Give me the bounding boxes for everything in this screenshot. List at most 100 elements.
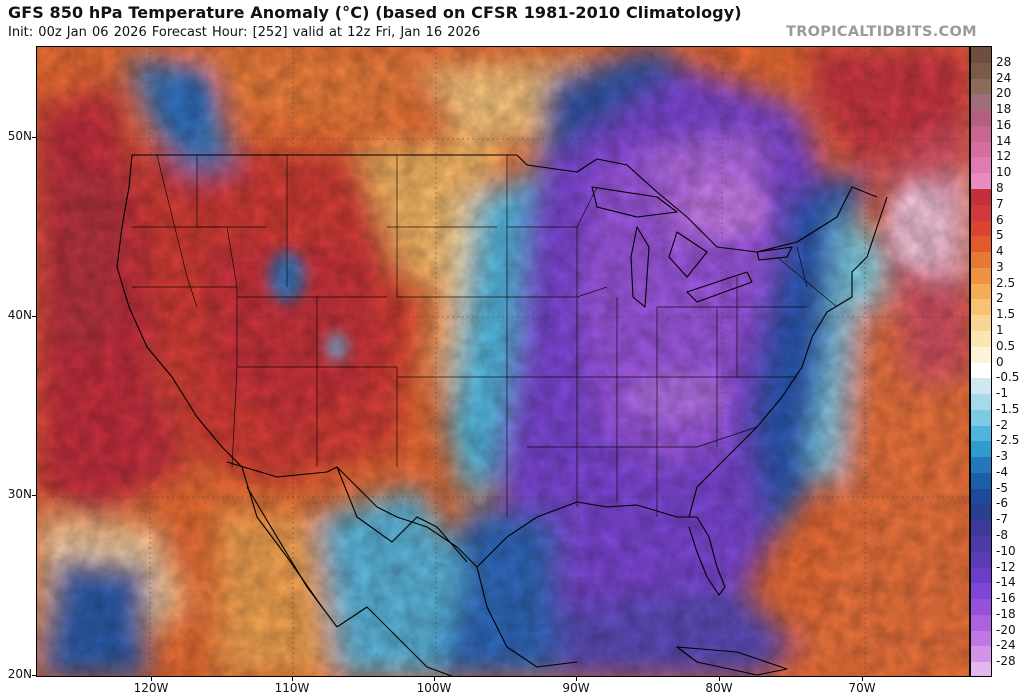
colorbar-label: 1.5 bbox=[996, 307, 1016, 322]
colorbar-label: -4 bbox=[996, 464, 1008, 479]
colorbar-label: -20 bbox=[996, 622, 1016, 637]
lake-huron bbox=[668, 231, 708, 278]
site-credit[interactable]: TROPICALTIDBITS.COM bbox=[786, 24, 977, 40]
atlantic-coastline bbox=[688, 196, 888, 518]
colorbar-label: 2.5 bbox=[996, 275, 1016, 290]
gulf-coastline bbox=[336, 466, 697, 568]
forecast-subtitle: Init: 00z Jan 06 2026 Forecast Hour: [25… bbox=[8, 25, 481, 40]
colorbar-swatch bbox=[971, 551, 991, 569]
colorbar-label: -24 bbox=[996, 638, 1016, 653]
lat-label-30n: 30N bbox=[7, 487, 32, 501]
colorbar-swatch bbox=[971, 536, 991, 553]
colorbar-label: 20 bbox=[996, 86, 1012, 101]
colorbar-swatch bbox=[971, 614, 991, 632]
colorbar-swatch bbox=[971, 157, 991, 174]
geography-lines bbox=[116, 154, 888, 676]
us-mexico-border bbox=[226, 461, 468, 563]
colorbar-swatch bbox=[971, 110, 991, 127]
colorbar-swatch bbox=[971, 520, 991, 537]
lat-tick bbox=[32, 316, 36, 317]
lon-tick bbox=[434, 677, 435, 681]
colorbar-swatch bbox=[971, 141, 991, 158]
colorbar-swatch bbox=[971, 125, 991, 143]
colorbar-swatch bbox=[971, 441, 991, 458]
lon-label-110w: 110W bbox=[274, 681, 310, 695]
colorbar-swatch bbox=[971, 236, 991, 253]
colorbar-swatch bbox=[971, 394, 991, 411]
colorbar-overflow-swatch bbox=[971, 47, 991, 63]
colorbar-label: -12 bbox=[996, 559, 1016, 574]
colorbar-label: 1 bbox=[996, 322, 1004, 337]
map-svg bbox=[37, 47, 969, 676]
mexico-gulf-coast bbox=[476, 566, 578, 668]
colorbar-label: 4 bbox=[996, 244, 1004, 259]
colorbar-swatch bbox=[971, 472, 991, 490]
colorbar-swatch bbox=[971, 662, 991, 676]
colorbar-swatch bbox=[971, 457, 991, 474]
colorbar-swatch bbox=[971, 346, 991, 363]
colorbar-swatch bbox=[971, 267, 991, 285]
colorbar-label: 18 bbox=[996, 102, 1012, 117]
colorbar bbox=[970, 46, 992, 677]
lon-tick bbox=[719, 677, 720, 681]
lat-label-20n: 20N bbox=[7, 667, 32, 681]
colorbar-swatch bbox=[971, 488, 991, 505]
lat-label-40n: 40N bbox=[7, 308, 32, 322]
colorbar-swatch bbox=[971, 62, 991, 80]
lon-label-90w: 90W bbox=[562, 681, 590, 695]
colorbar-swatch bbox=[971, 188, 991, 206]
lat-tick bbox=[32, 495, 36, 496]
colorbar-swatch bbox=[971, 78, 991, 95]
colorbar-label: -7 bbox=[996, 512, 1008, 527]
state-borders bbox=[132, 154, 838, 517]
colorbar-swatch bbox=[971, 583, 991, 600]
colorbar-label: 7 bbox=[996, 196, 1004, 211]
colorbar-swatch bbox=[971, 315, 991, 332]
colorbar-label: 3 bbox=[996, 259, 1004, 274]
florida-coastline bbox=[677, 516, 726, 596]
colorbar-label: -0.5 bbox=[996, 370, 1020, 385]
colorbar-label: 12 bbox=[996, 149, 1012, 164]
map-title: GFS 850 hPa Temperature Anomaly (°C) (ba… bbox=[8, 3, 742, 22]
colorbar-swatch bbox=[971, 567, 991, 584]
colorbar-label: -14 bbox=[996, 575, 1016, 590]
colorbar-swatch bbox=[971, 378, 991, 395]
lon-tick bbox=[292, 677, 293, 681]
colorbar-swatch bbox=[971, 204, 991, 222]
colorbar-swatch bbox=[971, 173, 991, 190]
lake-erie bbox=[686, 271, 753, 303]
colorbar-label: -5 bbox=[996, 480, 1008, 495]
baja-peninsula bbox=[246, 486, 323, 608]
colorbar-swatch bbox=[971, 630, 991, 647]
colorbar-label: -18 bbox=[996, 606, 1016, 621]
colorbar-label: 0 bbox=[996, 354, 1004, 369]
colorbar-label: 0.5 bbox=[996, 338, 1016, 353]
colorbar-label: 14 bbox=[996, 133, 1012, 148]
lon-label-80w: 80W bbox=[705, 681, 733, 695]
colorbar-label: -1 bbox=[996, 386, 1008, 401]
colorbar-label: -2.5 bbox=[996, 433, 1020, 448]
lon-tick bbox=[862, 677, 863, 681]
lake-michigan bbox=[630, 226, 650, 308]
colorbar-swatch bbox=[971, 94, 991, 111]
lake-superior bbox=[591, 186, 678, 218]
lon-label-120w: 120W bbox=[133, 681, 169, 695]
mexico-coastline bbox=[336, 606, 454, 676]
lon-tick bbox=[576, 677, 577, 681]
grid-lines bbox=[37, 47, 969, 676]
colorbar-label: 10 bbox=[996, 165, 1012, 180]
colorbar-label: -1.5 bbox=[996, 401, 1020, 416]
colorbar-label: -8 bbox=[996, 528, 1008, 543]
colorbar-swatch bbox=[971, 425, 991, 442]
colorbar-label: 24 bbox=[996, 70, 1012, 85]
lat-tick bbox=[32, 137, 36, 138]
colorbar-label: 2 bbox=[996, 291, 1004, 306]
lat-tick bbox=[32, 675, 36, 676]
colorbar-swatch bbox=[971, 409, 991, 427]
lon-label-70w: 70W bbox=[848, 681, 876, 695]
colorbar-label: 6 bbox=[996, 212, 1004, 227]
anomaly-texture bbox=[37, 47, 969, 676]
colorbar-label: 5 bbox=[996, 228, 1004, 243]
colorbar-label: 28 bbox=[996, 54, 1012, 69]
pacific-coastline bbox=[116, 154, 338, 628]
